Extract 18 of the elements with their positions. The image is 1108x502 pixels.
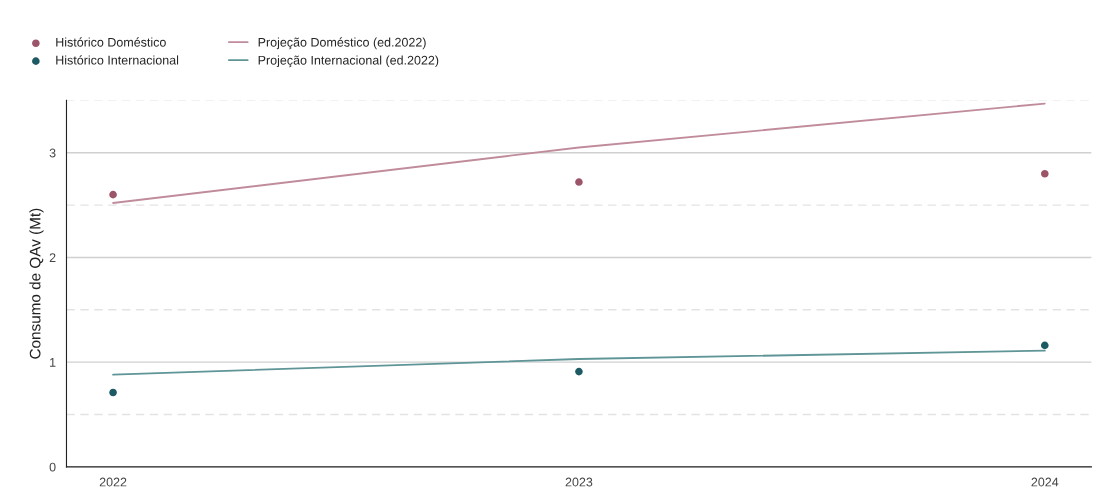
x-tick-label: 2024 (1031, 477, 1059, 487)
legend-label: Projeção Internacional (ed.2022) (258, 55, 439, 68)
y-axis-title: Consumo de QAv (Mt) (29, 208, 44, 359)
y-tick-label: 0 (49, 462, 56, 472)
x-tick-label: 2022 (99, 477, 127, 487)
point (109, 388, 117, 397)
y-tick-label: 3 (49, 148, 56, 158)
y-tick-label: 2 (49, 253, 56, 262)
legend-label: Histórico Doméstico (56, 37, 166, 47)
legend-label: Projeção Doméstico (ed.2022) (258, 37, 426, 50)
point (1040, 169, 1049, 178)
point (109, 190, 117, 199)
x-tick-label: 2023 (565, 477, 593, 487)
legend-label: Histórico Internacional (56, 55, 179, 65)
point (575, 178, 583, 186)
point (1040, 341, 1049, 350)
y-tick-label: 1 (50, 358, 56, 367)
point (575, 367, 583, 376)
